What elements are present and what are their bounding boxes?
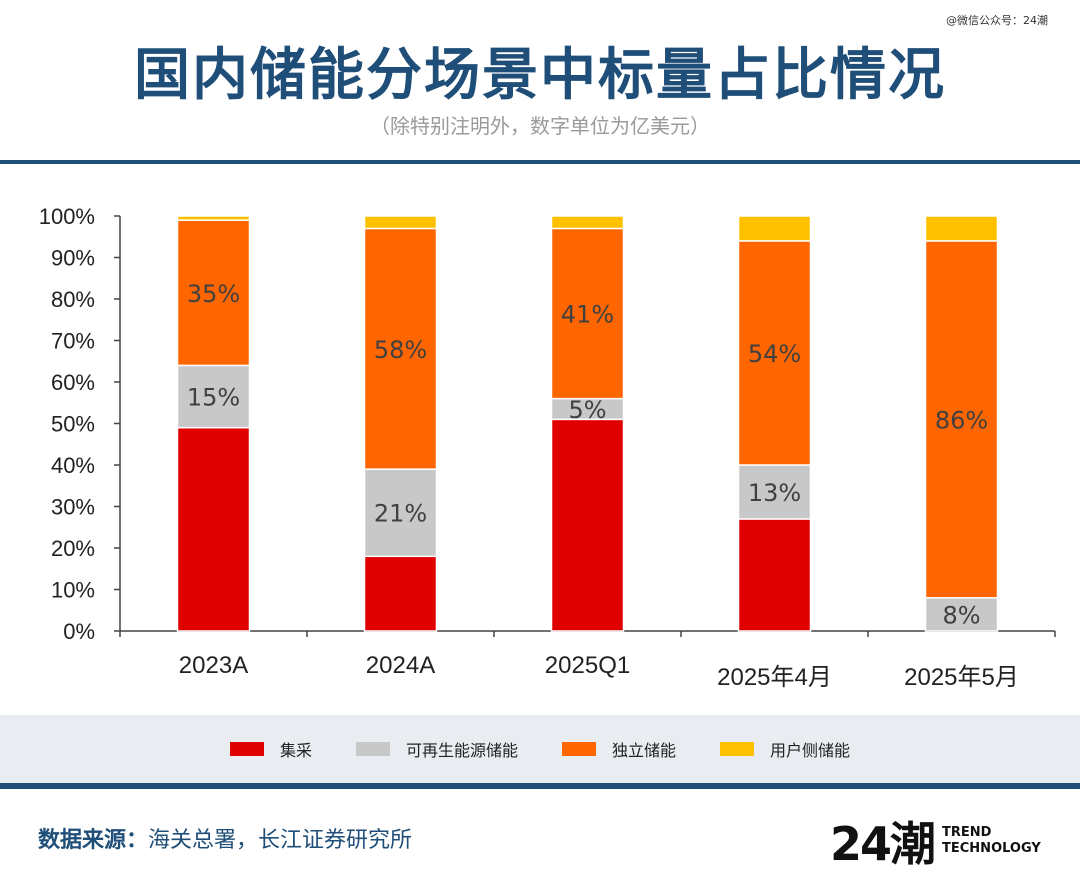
legend-label: 用户侧储能 [770,741,851,760]
x-category-label: 2025年4月 [717,664,832,691]
y-tick-label: 10% [51,578,95,603]
bar-segment [176,219,251,367]
x-category-label: 2024A [366,652,435,679]
data-label: 21% [374,500,427,528]
top-divider [0,160,1080,164]
bar-segment [737,215,812,242]
bar-segment [363,555,438,632]
y-tick-label: 100% [39,204,95,229]
legend-label: 集采 [279,741,312,760]
data-label: 86% [935,406,988,434]
bar-segment [737,240,812,466]
data-label: 8% [942,601,980,629]
data-label: 15% [187,384,240,412]
x-category-label: 2025Q1 [545,652,630,679]
watermark: @微信公众号：24潮 [946,14,1048,27]
y-tick-label: 80% [51,287,95,312]
legend-item-独立储能: 独立储能 [562,737,676,761]
y-tick-label: 20% [51,536,95,561]
bar-segment [737,518,812,632]
logo-line-2: TECHNOLOGY [942,841,1041,856]
bar-segment [363,468,438,558]
legend-item-集采: 集采 [229,737,312,761]
bar-segment [550,227,625,400]
legend-swatch [355,742,390,756]
y-tick-label: 40% [51,453,95,478]
stacked-bar-chart: 0% 10% 20% 30% 40% 50% 60% 70% 80% 90% 100% 2023A 20… [39,204,1056,691]
y-tick-label: 50% [51,412,95,437]
logo-mark: 24潮 [830,817,936,871]
x-category-label: 2025年5月 [904,664,1019,691]
logo-line-1: TREND [942,825,992,840]
logo-text: TREND TECHNOLOGY [942,825,1041,857]
bar-segment [924,215,999,242]
bar-segment [550,418,625,632]
bottom-divider [0,783,1080,789]
data-label: 58% [374,336,427,364]
data-label: 41% [561,301,614,329]
legend-label: 可再生能源储能 [405,741,518,760]
y-tick-label: 30% [51,495,95,520]
chart-subtitle: （除特别注明外，数字单位为亿美元） [370,114,710,138]
source-text: 海关总署，长江证券研究所 [148,828,413,853]
y-tick-label: 0% [63,619,95,644]
legend: 集采 可再生能源储能 独立储能 用户侧储能 [0,715,1080,783]
bar-segment [176,215,251,221]
bar-segment [737,464,812,520]
bar-segment [176,426,251,632]
source-note: 数据来源：海关总署，长江证券研究所 [38,822,412,854]
legend-item-用户侧储能: 用户侧储能 [720,737,850,761]
chart-title: 国内储能分场景中标量占比情况 [134,43,946,108]
source-label: 数据来源： [38,828,149,853]
legend-swatch [720,742,755,756]
data-label: 54% [748,340,801,368]
bar-segment [550,215,625,230]
y-tick-label: 60% [51,370,95,395]
brand-logo: 24潮 TREND TECHNOLOGY [830,808,1041,874]
bar-segment [924,240,999,599]
data-label: 13% [748,479,801,507]
data-label: 5% [568,396,606,424]
y-tick-label: 90% [51,246,95,271]
bar-segment [363,215,438,230]
legend-swatch [229,742,264,756]
legend-item-可再生能源储能: 可再生能源储能 [355,737,518,761]
x-category-label: 2023A [179,652,248,679]
legend-swatch [562,742,596,756]
legend-label: 独立储能 [612,741,677,760]
bar-segment [363,227,438,470]
data-label: 35% [187,280,240,308]
y-tick-label: 70% [51,329,95,354]
